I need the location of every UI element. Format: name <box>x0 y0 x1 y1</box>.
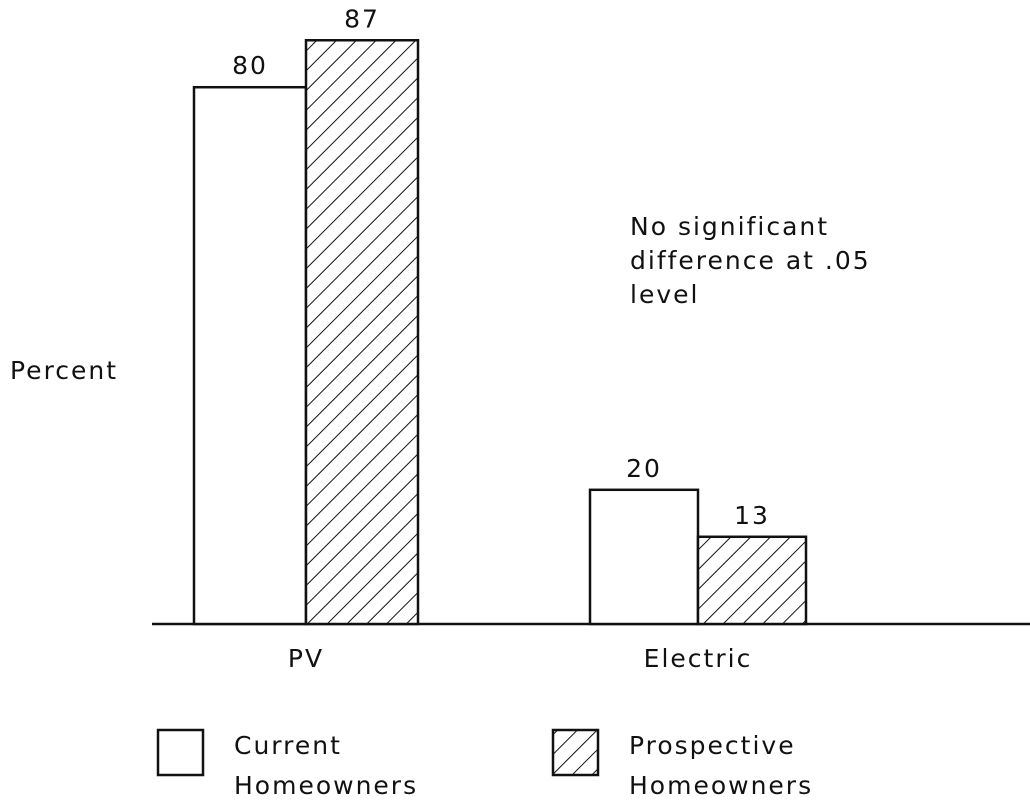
bar <box>304 39 420 626</box>
legend-swatch <box>156 728 205 777</box>
legend-label: Prospective Homeowners <box>629 731 814 800</box>
value-label: 87 <box>344 4 380 33</box>
legend-label: Current Homeowners <box>234 731 419 800</box>
x-tick-label: Electric <box>644 644 753 673</box>
y-axis-label: Percent <box>10 356 118 385</box>
value-label: 13 <box>734 501 770 530</box>
bar <box>696 535 808 626</box>
bar <box>588 488 700 626</box>
value-label: 20 <box>626 454 662 483</box>
annotation: No significant difference at .05 level <box>630 212 871 309</box>
value-label: 80 <box>232 51 268 80</box>
bar <box>192 85 308 626</box>
legend-swatch <box>551 728 600 777</box>
x-tick-label: PV <box>288 644 324 673</box>
